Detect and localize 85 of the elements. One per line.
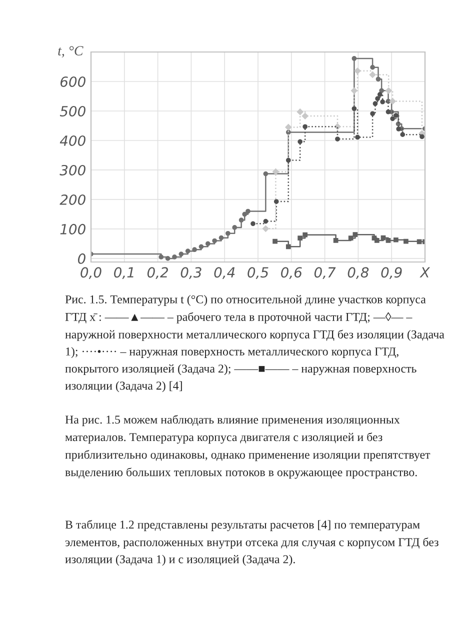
text: В таблице 1.2 представлены результаты расчетов [4] по температурам элементов, расположенных внутри отсека для случая с корпусом ГТД без изоляции (Задача 1) и с изоляцией (Задача 2). bbox=[65, 520, 438, 566]
point bbox=[348, 236, 354, 241]
x-tick-label: 0,8 bbox=[348, 267, 369, 280]
point bbox=[218, 235, 224, 240]
y-tick-label: 600 bbox=[60, 76, 86, 87]
point bbox=[370, 64, 375, 70]
x-tick-label: 0,3 bbox=[180, 267, 202, 280]
y-tick-label: 500 bbox=[60, 106, 86, 116]
point bbox=[335, 136, 340, 142]
point bbox=[263, 218, 268, 224]
point bbox=[396, 126, 402, 132]
point bbox=[380, 99, 386, 104]
point bbox=[205, 241, 210, 246]
y-tick-label: 0 bbox=[78, 253, 86, 264]
point bbox=[298, 236, 303, 241]
point bbox=[263, 171, 268, 176]
point bbox=[302, 232, 308, 238]
x-tick-label: 0,1 bbox=[114, 267, 134, 280]
point bbox=[286, 158, 291, 163]
text: На рис. 1.5 можем наблюдать влияние применения изоляционных материалов. Температура корпуса двигателя с изоляцией и без приблизительно одинаковы, однако применение изоляции препятствует выделению больших тепловых потоков в окружающее пространство. bbox=[65, 415, 430, 479]
point bbox=[369, 72, 376, 78]
text: Рис. 1.5. Температуры t (°С) по относительной длине участков корпуса ГТД x̄ : ——▲—— – рабочего тела в проточной части ГТД; —◊— – наружной поверхности металлического корпуса ГТД без изоляции (Задача 1); ····•···· – наружная поверхность металлического корпуса ГТД, покрытого изоляцией (Задача 2); ——■—— – наружная поверхность изоляции (Задача 2) [4] bbox=[65, 295, 444, 392]
point bbox=[379, 88, 384, 94]
point bbox=[302, 124, 308, 130]
point bbox=[192, 247, 197, 252]
point bbox=[354, 68, 361, 74]
point bbox=[352, 232, 358, 237]
x-tick-label: 0,4 bbox=[214, 267, 235, 280]
point bbox=[375, 96, 380, 102]
point bbox=[385, 87, 392, 94]
x-tick-label: 0,7 bbox=[314, 267, 336, 280]
point bbox=[232, 225, 238, 230]
point bbox=[158, 254, 164, 260]
point bbox=[286, 244, 291, 250]
y-tick-label: 200 bbox=[60, 194, 86, 205]
point bbox=[370, 111, 375, 116]
point bbox=[352, 106, 357, 112]
y-tick-label: 400 bbox=[60, 135, 86, 146]
point bbox=[416, 239, 422, 244]
point bbox=[351, 87, 358, 94]
point bbox=[165, 256, 170, 261]
point bbox=[242, 212, 248, 217]
y-tick-label: 100 bbox=[60, 224, 86, 234]
x-tick-label: 0,5 bbox=[248, 267, 268, 280]
point bbox=[386, 238, 391, 243]
point bbox=[274, 199, 279, 204]
point bbox=[212, 238, 218, 244]
point bbox=[380, 235, 386, 240]
point bbox=[178, 252, 184, 256]
point bbox=[238, 218, 244, 223]
point bbox=[272, 238, 278, 244]
point bbox=[377, 92, 382, 97]
point bbox=[298, 139, 303, 144]
point bbox=[246, 208, 250, 214]
point bbox=[333, 238, 338, 243]
point bbox=[250, 221, 256, 226]
point bbox=[355, 134, 360, 140]
x-tick-label: X bbox=[420, 267, 430, 278]
point bbox=[296, 108, 304, 116]
point bbox=[352, 56, 357, 61]
y-axis-title: t, °C bbox=[58, 46, 84, 58]
x-tick-label: 0,6 bbox=[281, 267, 302, 280]
point bbox=[172, 254, 177, 260]
x-tick-label: 0,9 bbox=[381, 267, 402, 280]
point bbox=[390, 116, 396, 122]
point bbox=[386, 109, 391, 114]
point bbox=[262, 226, 269, 232]
x-tick-label: 0,0 bbox=[80, 267, 102, 280]
point bbox=[394, 237, 398, 242]
point bbox=[272, 168, 279, 175]
point bbox=[389, 98, 396, 104]
point bbox=[372, 101, 378, 106]
point bbox=[226, 230, 230, 236]
point bbox=[400, 132, 406, 138]
point bbox=[404, 238, 408, 244]
point bbox=[420, 134, 424, 140]
x-tick-label: 0,2 bbox=[147, 267, 168, 280]
point bbox=[374, 238, 380, 243]
y-tick-label: 300 bbox=[60, 164, 86, 176]
point bbox=[285, 124, 292, 130]
point bbox=[394, 112, 398, 118]
point bbox=[302, 112, 308, 120]
point bbox=[376, 76, 381, 82]
point bbox=[185, 248, 190, 254]
point bbox=[198, 244, 204, 250]
